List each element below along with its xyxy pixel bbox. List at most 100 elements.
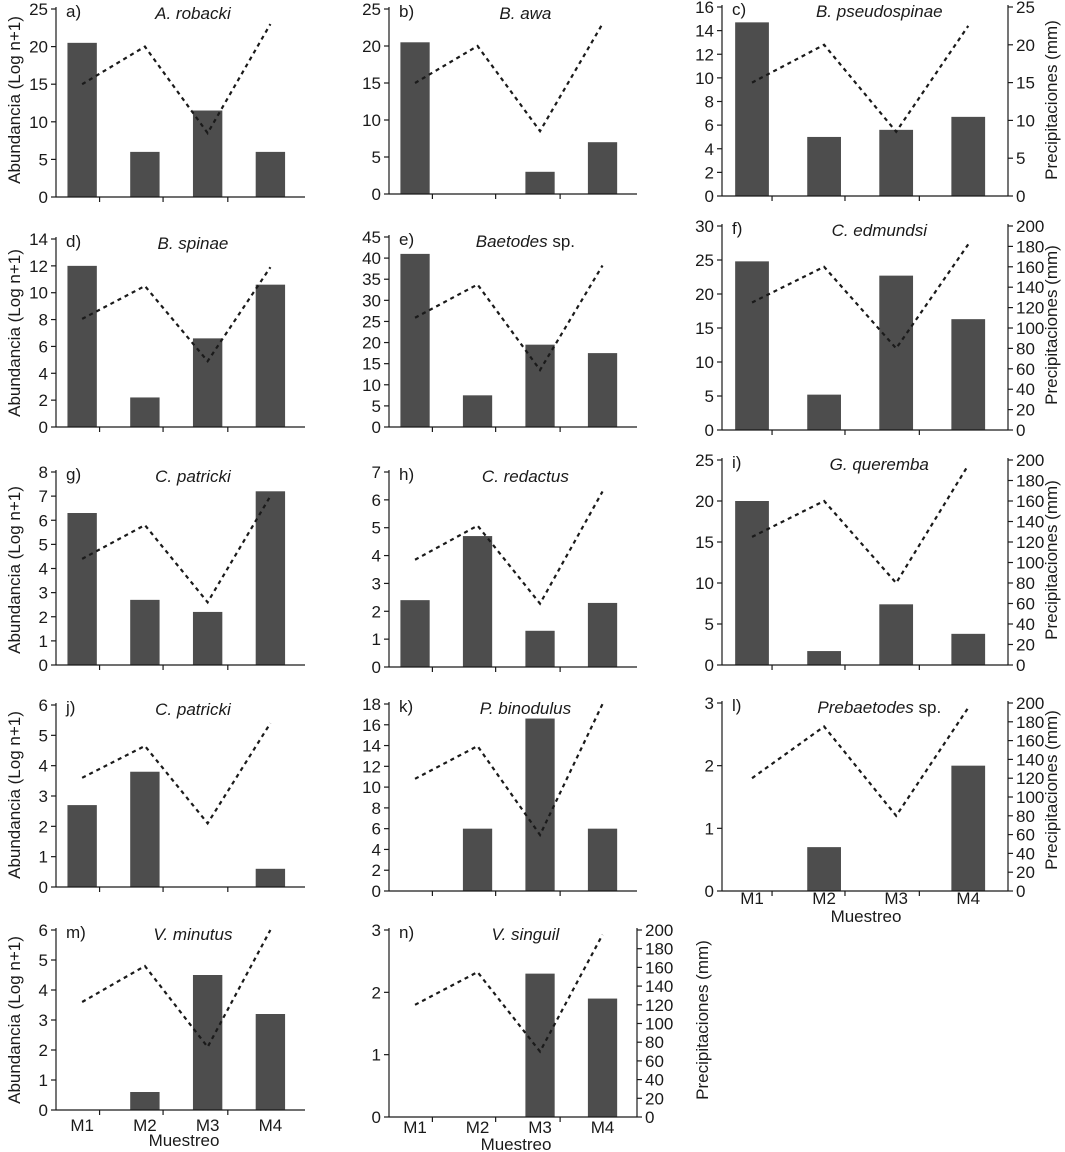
precipitation-line [81,722,272,826]
y-tick-label: 8 [372,799,381,818]
y2-tick-label: 80 [1016,807,1035,826]
species-title: P. binodulus [480,699,572,718]
precipitation-line [751,464,970,585]
y-tick-label: 4 [372,840,381,859]
y-tick-label: 0 [372,1108,381,1127]
y-tick-label: 2 [705,757,714,776]
chart-panel-e: 0 5 10 15 20 25 30 35 40 45 e) Baetodes sp. [362,228,637,437]
y-tick-label: 6 [39,511,48,530]
panel-letter: h) [399,465,414,484]
x-tick-label-m2: M2 [466,1118,490,1137]
x-tick-label-m4: M4 [591,1118,615,1137]
y-tick-label: 10 [362,111,381,130]
y2-tick-label: 160 [1016,732,1044,751]
bar-m3 [192,975,223,1110]
y-tick-label: 0 [39,188,48,207]
y-tick-label: 20 [362,37,381,56]
bar-m4 [951,319,986,430]
y-tick-label: 0 [372,185,381,204]
panel-letter: b) [399,2,414,21]
y-tick-label: 6 [372,491,381,510]
y-tick-label: 6 [372,820,381,839]
bar-m3 [525,973,555,1117]
y-tick-label: 25 [695,251,714,270]
species-title: C. patricki [155,700,232,719]
y2-tick-label: 0 [1016,187,1025,206]
y-tick-label: 1 [372,1046,381,1065]
y-tick-label: 2 [39,391,48,410]
y2-tick-label: 200 [1016,451,1044,470]
chart-panel-b: 0 5 10 15 20 25 b) B. awa [362,0,637,204]
y2-tick-label: 180 [1016,237,1044,256]
bar-m3 [525,630,555,667]
y2-tick-label: 200 [1016,217,1044,236]
panel-letter: n) [399,923,414,942]
y-tick-label: 4 [39,364,48,383]
y2-tick-label: 0 [645,1108,654,1127]
y-tick-label: 5 [39,535,48,554]
y-tick-label: 4 [39,981,48,1000]
x-tick-label-m1: M1 [403,1118,427,1137]
y-tick-label: 15 [362,74,381,93]
y-tick-label: 10 [362,376,381,395]
species-title: C. patricki [155,467,232,486]
bar-m1 [400,253,430,427]
y-tick-label: 0 [372,658,381,677]
y2-tick-label: 140 [645,977,673,996]
bar-m1 [67,265,97,427]
x-tick-label-m3: M3 [196,1116,220,1135]
y-tick-label: 40 [362,249,381,268]
y2-tick-label: 20 [1016,636,1035,655]
y-tick-label: 0 [705,656,714,675]
panel-letter: k) [399,697,413,716]
y-tick-label: 10 [695,353,714,372]
bar-m1 [67,42,97,198]
y-tick-label: 15 [695,533,714,552]
y-tick-label: 25 [29,0,48,19]
bar-m4 [951,633,986,665]
y-tick-label: 45 [362,228,381,247]
y2-tick-label: 80 [1016,339,1035,358]
y-tick-label: 0 [705,187,714,206]
panel-letter: g) [66,465,81,484]
precipitation-line [81,266,272,364]
species-title: A. robacki [154,4,232,23]
x-tick-label-m3: M3 [884,889,908,908]
y2-tick-label: 40 [1016,380,1035,399]
bar-m3 [879,275,914,430]
chart-panel-h: 0 1 2 3 4 5 6 7 h) C. redactus [372,463,637,677]
precipitation-line [414,703,604,838]
y-tick-label: 1 [372,630,381,649]
y-tick-label: 0 [39,656,48,675]
y-tick-label: 2 [372,861,381,880]
bar-m3 [192,338,223,427]
y2-axis-title-row1: Precipitaciones (mm) [1042,20,1061,180]
y2-axis-title-row3: Precipitaciones (mm) [1042,480,1061,640]
y-axis-title-row4: Abundancia (Log n+1) [5,711,24,879]
bar-m2 [130,151,160,197]
y2-tick-label: 10 [1016,111,1035,130]
y-tick-label: 35 [362,270,381,289]
x-axis-title-m: Muestreo [149,1131,220,1150]
y-tick-label: 8 [39,463,48,482]
y2-tick-label: 120 [645,996,673,1015]
y-tick-label: 5 [39,726,48,745]
species-title: G. queremba [830,455,929,474]
bar-m2 [462,828,493,891]
y-tick-label: 0 [39,1101,48,1120]
bar-m4 [587,353,618,427]
y-tick-label: 1 [39,1071,48,1090]
y2-tick-label: 0 [1016,656,1025,675]
bar-m2 [807,847,841,891]
y-tick-label: 15 [695,319,714,338]
precipitation-line [414,264,604,372]
bar-m4 [587,142,618,194]
y2-tick-label: 60 [645,1052,664,1071]
panel-letter: l) [732,696,741,715]
y-tick-label: 15 [29,75,48,94]
y2-tick-label: 0 [1016,421,1025,440]
precipitation-line [751,243,970,351]
